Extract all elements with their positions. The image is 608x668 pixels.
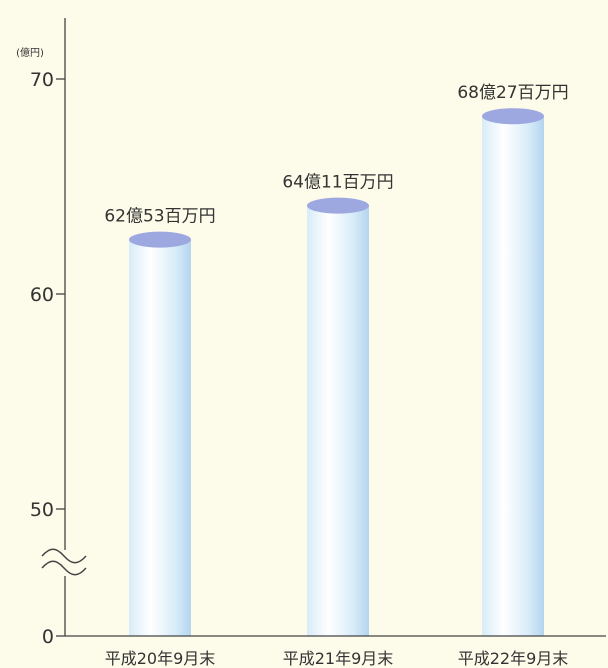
bar-body: [307, 205, 369, 636]
bar-3: [482, 108, 544, 636]
bar-body: [129, 239, 191, 637]
bar-body: [482, 116, 544, 636]
axis-break-mark: [41, 548, 87, 576]
data-label: 68億27百万円: [457, 83, 568, 103]
bar-top: [129, 231, 191, 248]
y-tick-label: 60: [30, 284, 54, 306]
y-tick-label: 0: [42, 626, 54, 648]
y-unit-label: (億円): [16, 46, 44, 59]
y-tick-label: 50: [30, 499, 54, 521]
data-label: 62億53百万円: [104, 207, 215, 227]
bar-1: [129, 231, 191, 637]
y-tick-label: 70: [30, 69, 54, 91]
bar-top: [482, 108, 544, 125]
category-label: 平成20年9月末: [105, 649, 216, 668]
bar-top: [307, 197, 369, 214]
data-label: 64億11百万円: [282, 173, 393, 193]
y-axis: 0 50 60 70 (億円): [16, 18, 606, 648]
category-label: 平成21年9月末: [283, 649, 394, 668]
bar-2: [307, 197, 369, 636]
bars-layer: [129, 108, 544, 637]
category-label: 平成22年9月末: [458, 649, 569, 668]
